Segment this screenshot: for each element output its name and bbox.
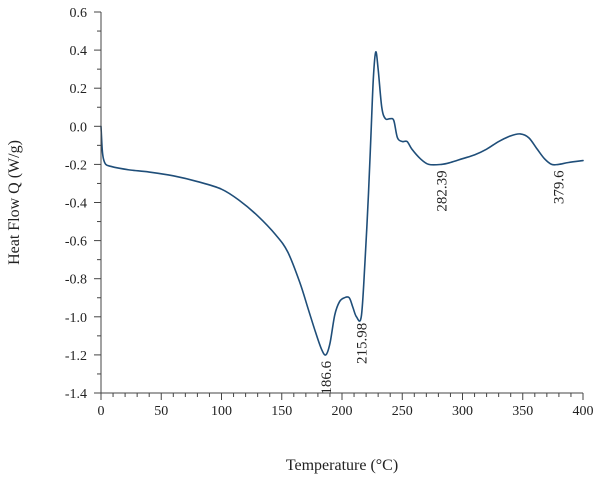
x-tick-label: 50	[154, 404, 168, 419]
x-tick-label: 300	[452, 404, 473, 419]
x-tick-label: 200	[332, 404, 353, 419]
x-tick-label: 250	[392, 404, 413, 419]
peak-annotation: 282.39	[434, 170, 450, 211]
x-tick-label: 100	[211, 404, 232, 419]
y-tick-label: -0.4	[65, 197, 87, 212]
x-tick-label: 350	[512, 404, 533, 419]
x-tick-label: 0	[98, 404, 105, 419]
y-tick-label: -1.2	[65, 349, 87, 364]
y-tick-label: -0.2	[65, 158, 87, 173]
y-tick-label: -1.4	[65, 387, 87, 402]
y-tick-label: -1.0	[65, 311, 87, 326]
peak-annotation: 215.98	[354, 323, 370, 364]
y-tick-label: 0.6	[70, 6, 88, 21]
ticks-layer: 0 50 100 150 200 250 300 350 400 -1.4 -1.2 -1.0 -0.8…	[65, 6, 594, 419]
x-tick-label: 400	[573, 404, 594, 419]
x-axis-title: Temperature (°C)	[286, 457, 398, 474]
y-tick-label: -0.6	[65, 235, 87, 250]
annotations-layer: 186.6 215.98 282.39 379.6	[319, 170, 568, 395]
peak-annotation: 186.6	[319, 360, 335, 394]
peak-annotation: 379.6	[551, 170, 567, 204]
heat-flow-line	[100, 51, 584, 356]
y-axis-title: Heat Flow Q (W/g)	[6, 140, 23, 265]
x-tick-label: 150	[271, 404, 292, 419]
y-tick-label: 0.2	[70, 82, 88, 97]
y-tick-label: 0.4	[70, 44, 88, 59]
y-tick-label: 0.0	[70, 120, 88, 135]
y-tick-label: -0.8	[65, 273, 87, 288]
